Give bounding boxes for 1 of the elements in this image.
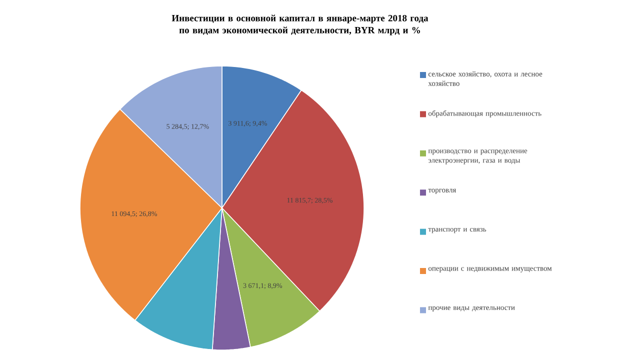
chart-title: Инвестиции в основной капитал в январе-марте 2018 года по видам экономической деятельности, BYR млрд и % <box>172 14 428 36</box>
